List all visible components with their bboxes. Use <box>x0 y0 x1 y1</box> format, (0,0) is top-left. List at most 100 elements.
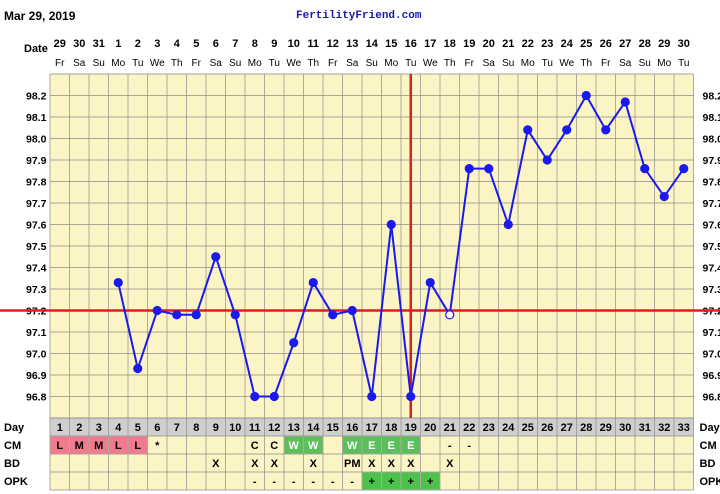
temperature-point <box>191 310 201 320</box>
date-label: 15 <box>385 38 397 50</box>
cm-cell: L <box>134 440 141 452</box>
y-axis: 98.2 98.2 98.1 98.1 98.0 98.0 97.9 97.9 97.8 97.8… <box>26 91 720 404</box>
weekday-label: Th <box>444 58 456 69</box>
day-cell: 11 <box>249 422 261 434</box>
day-row-label-right: Day <box>700 422 720 434</box>
date-label: 14 <box>366 38 379 50</box>
y-tick-label-left: 96.9 <box>26 370 47 382</box>
temperature-point <box>503 219 513 230</box>
temperature-point <box>445 310 455 320</box>
opk-cell: - <box>292 476 296 488</box>
opk-cell: + <box>427 476 433 488</box>
bd-cell: PM <box>344 458 361 470</box>
day-cell: 21 <box>444 422 456 434</box>
temperature-point <box>679 164 689 174</box>
cm-row-label-right: CM <box>700 440 717 452</box>
opk-cell-fill <box>421 472 440 490</box>
temperature-point <box>523 125 533 135</box>
y-tick-label-right: 97.8 <box>703 177 720 189</box>
cm-cell: E <box>368 440 375 452</box>
bd-cell: X <box>251 458 259 470</box>
day-cell: 18 <box>385 422 397 434</box>
opk-cell: + <box>408 476 414 488</box>
day-cell: 9 <box>213 422 219 434</box>
y-tick-label-right: 97.5 <box>703 241 720 253</box>
bd-cell: X <box>388 458 396 470</box>
temperature-point <box>464 164 474 174</box>
cm-cell: - <box>467 440 471 452</box>
day-cell: 8 <box>193 422 199 434</box>
cm-cell: M <box>94 440 103 452</box>
cm-cell: * <box>155 440 160 452</box>
cm-cell-fill <box>70 436 89 454</box>
temperature-point <box>347 305 357 316</box>
date-label: 24 <box>561 38 574 50</box>
weekday-label: Sa <box>210 58 223 69</box>
weekday-label: Mo <box>657 58 671 69</box>
date-label: 8 <box>252 38 258 50</box>
weekday-label: Tu <box>132 58 143 69</box>
site-name[interactable]: FertilityFriend.com <box>296 10 422 22</box>
weekday-label: Th <box>171 58 183 69</box>
day-cell: 26 <box>541 422 553 434</box>
day-cell: 16 <box>346 422 358 434</box>
opk-cell: + <box>369 476 375 488</box>
weekday-label: Mo <box>384 58 398 69</box>
bd-cell: X <box>368 458 376 470</box>
bd-cell: X <box>407 458 415 470</box>
weekday-label: Sa <box>73 58 86 69</box>
day-cell: 24 <box>502 422 515 434</box>
y-tick-label-left: 97.5 <box>26 241 47 253</box>
y-tick-label-left: 97.7 <box>26 198 47 210</box>
weekday-label: Th <box>307 58 319 69</box>
y-tick-label-right: 97.3 <box>703 284 720 296</box>
weekday-label: Fr <box>601 58 611 69</box>
date-label: 28 <box>639 38 651 50</box>
day-cell: 5 <box>135 422 141 434</box>
temperature-point <box>562 125 572 135</box>
cm-cell-fill <box>362 436 381 454</box>
day-cell: 2 <box>76 422 82 434</box>
weekday-label: We <box>559 58 574 69</box>
y-tick-label-right: 97.7 <box>703 198 720 210</box>
temperature-point <box>211 252 221 262</box>
day-cell: 7 <box>174 422 180 434</box>
cm-cell-fill <box>89 436 108 454</box>
day-cell: 20 <box>424 422 436 434</box>
weekday-label: Th <box>580 58 592 69</box>
weekday-label: Su <box>366 58 378 69</box>
y-tick-label-right: 98.0 <box>703 134 720 146</box>
day-cell: 25 <box>522 422 534 434</box>
temperature-series <box>113 90 689 402</box>
day-cell: 15 <box>327 422 339 434</box>
opk-cell: - <box>311 476 315 488</box>
y-tick-label-left: 97.4 <box>26 263 47 275</box>
day-cell: 19 <box>405 422 417 434</box>
temperature-point <box>133 363 143 374</box>
temperature-point <box>367 391 377 402</box>
day-cell: 32 <box>658 422 670 434</box>
day-cell: 12 <box>268 422 280 434</box>
date-label: 26 <box>600 38 612 50</box>
date-label: 17 <box>424 38 436 50</box>
date-label: 4 <box>174 38 181 50</box>
reference-lines <box>0 74 720 418</box>
weekday-label: Su <box>502 58 514 69</box>
temperature-point <box>542 155 552 165</box>
date-label: 10 <box>288 38 300 50</box>
y-tick-label-right: 96.8 <box>703 392 720 404</box>
day-cell: 33 <box>678 422 690 434</box>
date-label: 20 <box>483 38 495 50</box>
cm-cell: - <box>448 440 452 452</box>
cm-cell: W <box>347 440 358 452</box>
day-cell: 28 <box>580 422 592 434</box>
bd-cell: X <box>310 458 318 470</box>
date-label: 12 <box>327 38 339 50</box>
weekday-label: Mo <box>521 58 535 69</box>
y-tick-label-right: 98.1 <box>703 112 720 124</box>
y-tick-label-right: 97.6 <box>703 220 720 232</box>
weekday-label: Su <box>639 58 651 69</box>
weekday-label: Mo <box>111 58 125 69</box>
date-label: 30 <box>678 38 690 50</box>
cm-cell: W <box>308 440 319 452</box>
